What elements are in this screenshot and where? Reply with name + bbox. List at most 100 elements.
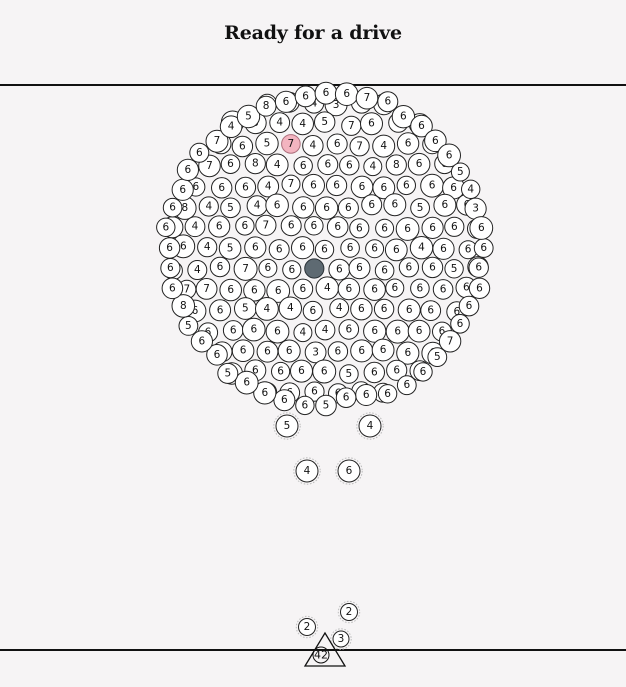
cluster-ball: 6: [473, 238, 494, 258]
cluster-ball: 6: [350, 298, 373, 321]
cluster-ball: 6: [274, 90, 298, 113]
cluster-ball: 6: [355, 384, 378, 406]
cluster-ball: 6: [208, 215, 231, 238]
cluster-ball: 6: [292, 278, 314, 300]
cluster-ball: 6: [156, 217, 176, 238]
cluster-ball: 6: [280, 215, 302, 237]
ball-cluster[interactable]: 5343648344576384657467464768466648666664…: [156, 81, 494, 417]
cluster-ball: 6: [469, 216, 494, 240]
cluster-ball: 4: [314, 319, 336, 341]
ball-value: 6: [403, 179, 410, 191]
ball-value: 7: [214, 135, 221, 147]
cluster-ball: 6: [209, 299, 232, 322]
cluster-ball: 6: [396, 341, 420, 365]
cluster-ball: 6: [432, 279, 454, 300]
cluster-ball: 6: [444, 216, 465, 237]
cluster-ball: 8: [244, 153, 266, 175]
ball-value: 6: [465, 244, 472, 256]
ball-value: 6: [440, 243, 447, 255]
ball-value: 6: [323, 202, 330, 214]
cluster-ball: 6: [348, 257, 371, 280]
cluster-ball: 7: [341, 115, 362, 136]
cluster-ball: 5: [410, 198, 431, 218]
ball-value: 6: [214, 349, 221, 361]
ball-value: 6: [347, 242, 354, 254]
cluster-ball: 6: [433, 193, 457, 217]
ball-value: 8: [252, 158, 259, 170]
cluster-ball: 6: [372, 176, 396, 200]
cluster-ball: 6: [398, 257, 419, 278]
cluster-ball: 5: [236, 104, 261, 129]
ball-value: 6: [252, 364, 259, 376]
cluster-ball: 6: [231, 339, 255, 363]
cluster-ball: 6: [350, 339, 374, 363]
ball-value: 6: [404, 347, 411, 359]
ball-value: 6: [298, 365, 305, 377]
ball-value: 6: [288, 220, 295, 232]
ball-value: 6: [345, 202, 352, 214]
cluster-ball: 6: [277, 339, 301, 363]
cluster-ball: 5: [315, 394, 337, 417]
ball-value: 6: [346, 465, 353, 477]
cluster-ball: 6: [326, 174, 348, 197]
ball-value: 3: [338, 633, 345, 645]
cluster-ball: 6: [386, 359, 408, 381]
ball-value: 4: [194, 264, 201, 276]
ball-value: 6: [384, 96, 391, 108]
ball-value: 6: [277, 366, 284, 378]
cluster-ball: 4: [265, 153, 289, 177]
ball-value: 6: [169, 202, 176, 214]
cluster-ball: 6: [396, 175, 416, 196]
ball-value: 6: [166, 242, 173, 254]
ball-value: 7: [356, 140, 363, 152]
cluster-ball: 6: [234, 370, 259, 395]
cluster-ball: 6: [377, 91, 399, 113]
cluster-ball: 6: [304, 216, 324, 236]
cluster-ball: 4: [269, 112, 291, 133]
ball-value: 6: [417, 282, 424, 294]
ball-value: 4: [254, 200, 261, 212]
ball-value: 7: [263, 219, 270, 231]
cluster-ball: 6: [407, 319, 431, 343]
ball-value: 6: [363, 389, 370, 401]
cluster-ball: 7: [281, 174, 301, 194]
ball-value: 6: [420, 366, 427, 378]
cluster-ball: 6: [162, 197, 183, 218]
ball-value: 4: [276, 117, 283, 129]
cluster-ball: 5: [339, 364, 359, 384]
cluster-ball: 6: [338, 319, 360, 340]
cluster-ball: 6: [395, 217, 420, 241]
cluster-ball: 6: [317, 154, 339, 176]
cluster-ball: 6: [244, 236, 267, 259]
ball-value: 6: [356, 262, 363, 274]
ball-value: 5: [227, 242, 234, 254]
cluster-ball: 4: [329, 298, 350, 319]
cluster-ball: 4: [315, 276, 339, 300]
cluster-ball: 6: [420, 173, 445, 198]
ball-value: 6: [265, 262, 272, 274]
cluster-ball: 6: [211, 177, 233, 199]
cluster-ball: 6: [176, 158, 199, 181]
ball-value: 6: [406, 261, 413, 273]
ball-value: 6: [440, 283, 447, 295]
cluster-ball: 6: [458, 295, 480, 317]
ball-value: 6: [310, 179, 317, 191]
ball-value: 5: [434, 351, 441, 363]
cluster-ball: 4: [461, 179, 481, 200]
cluster-ball: 6: [312, 359, 337, 384]
cluster-ball: 6: [326, 216, 349, 238]
ball-value: 8: [180, 300, 187, 312]
ball-value: 7: [447, 335, 454, 347]
cluster-ball: 6: [293, 156, 313, 176]
triangle-launcher-icon[interactable]: 42: [303, 631, 347, 667]
queued-ball: 2: [295, 615, 319, 639]
ball-value: 6: [309, 305, 316, 317]
ball-value: 6: [261, 387, 268, 399]
ball-value: 8: [263, 100, 270, 112]
cluster-ball: 6: [421, 256, 444, 279]
ball-value: 6: [403, 379, 410, 391]
loose-balls: 5 4 4 6: [273, 412, 384, 485]
cluster-ball: 8: [255, 95, 277, 117]
